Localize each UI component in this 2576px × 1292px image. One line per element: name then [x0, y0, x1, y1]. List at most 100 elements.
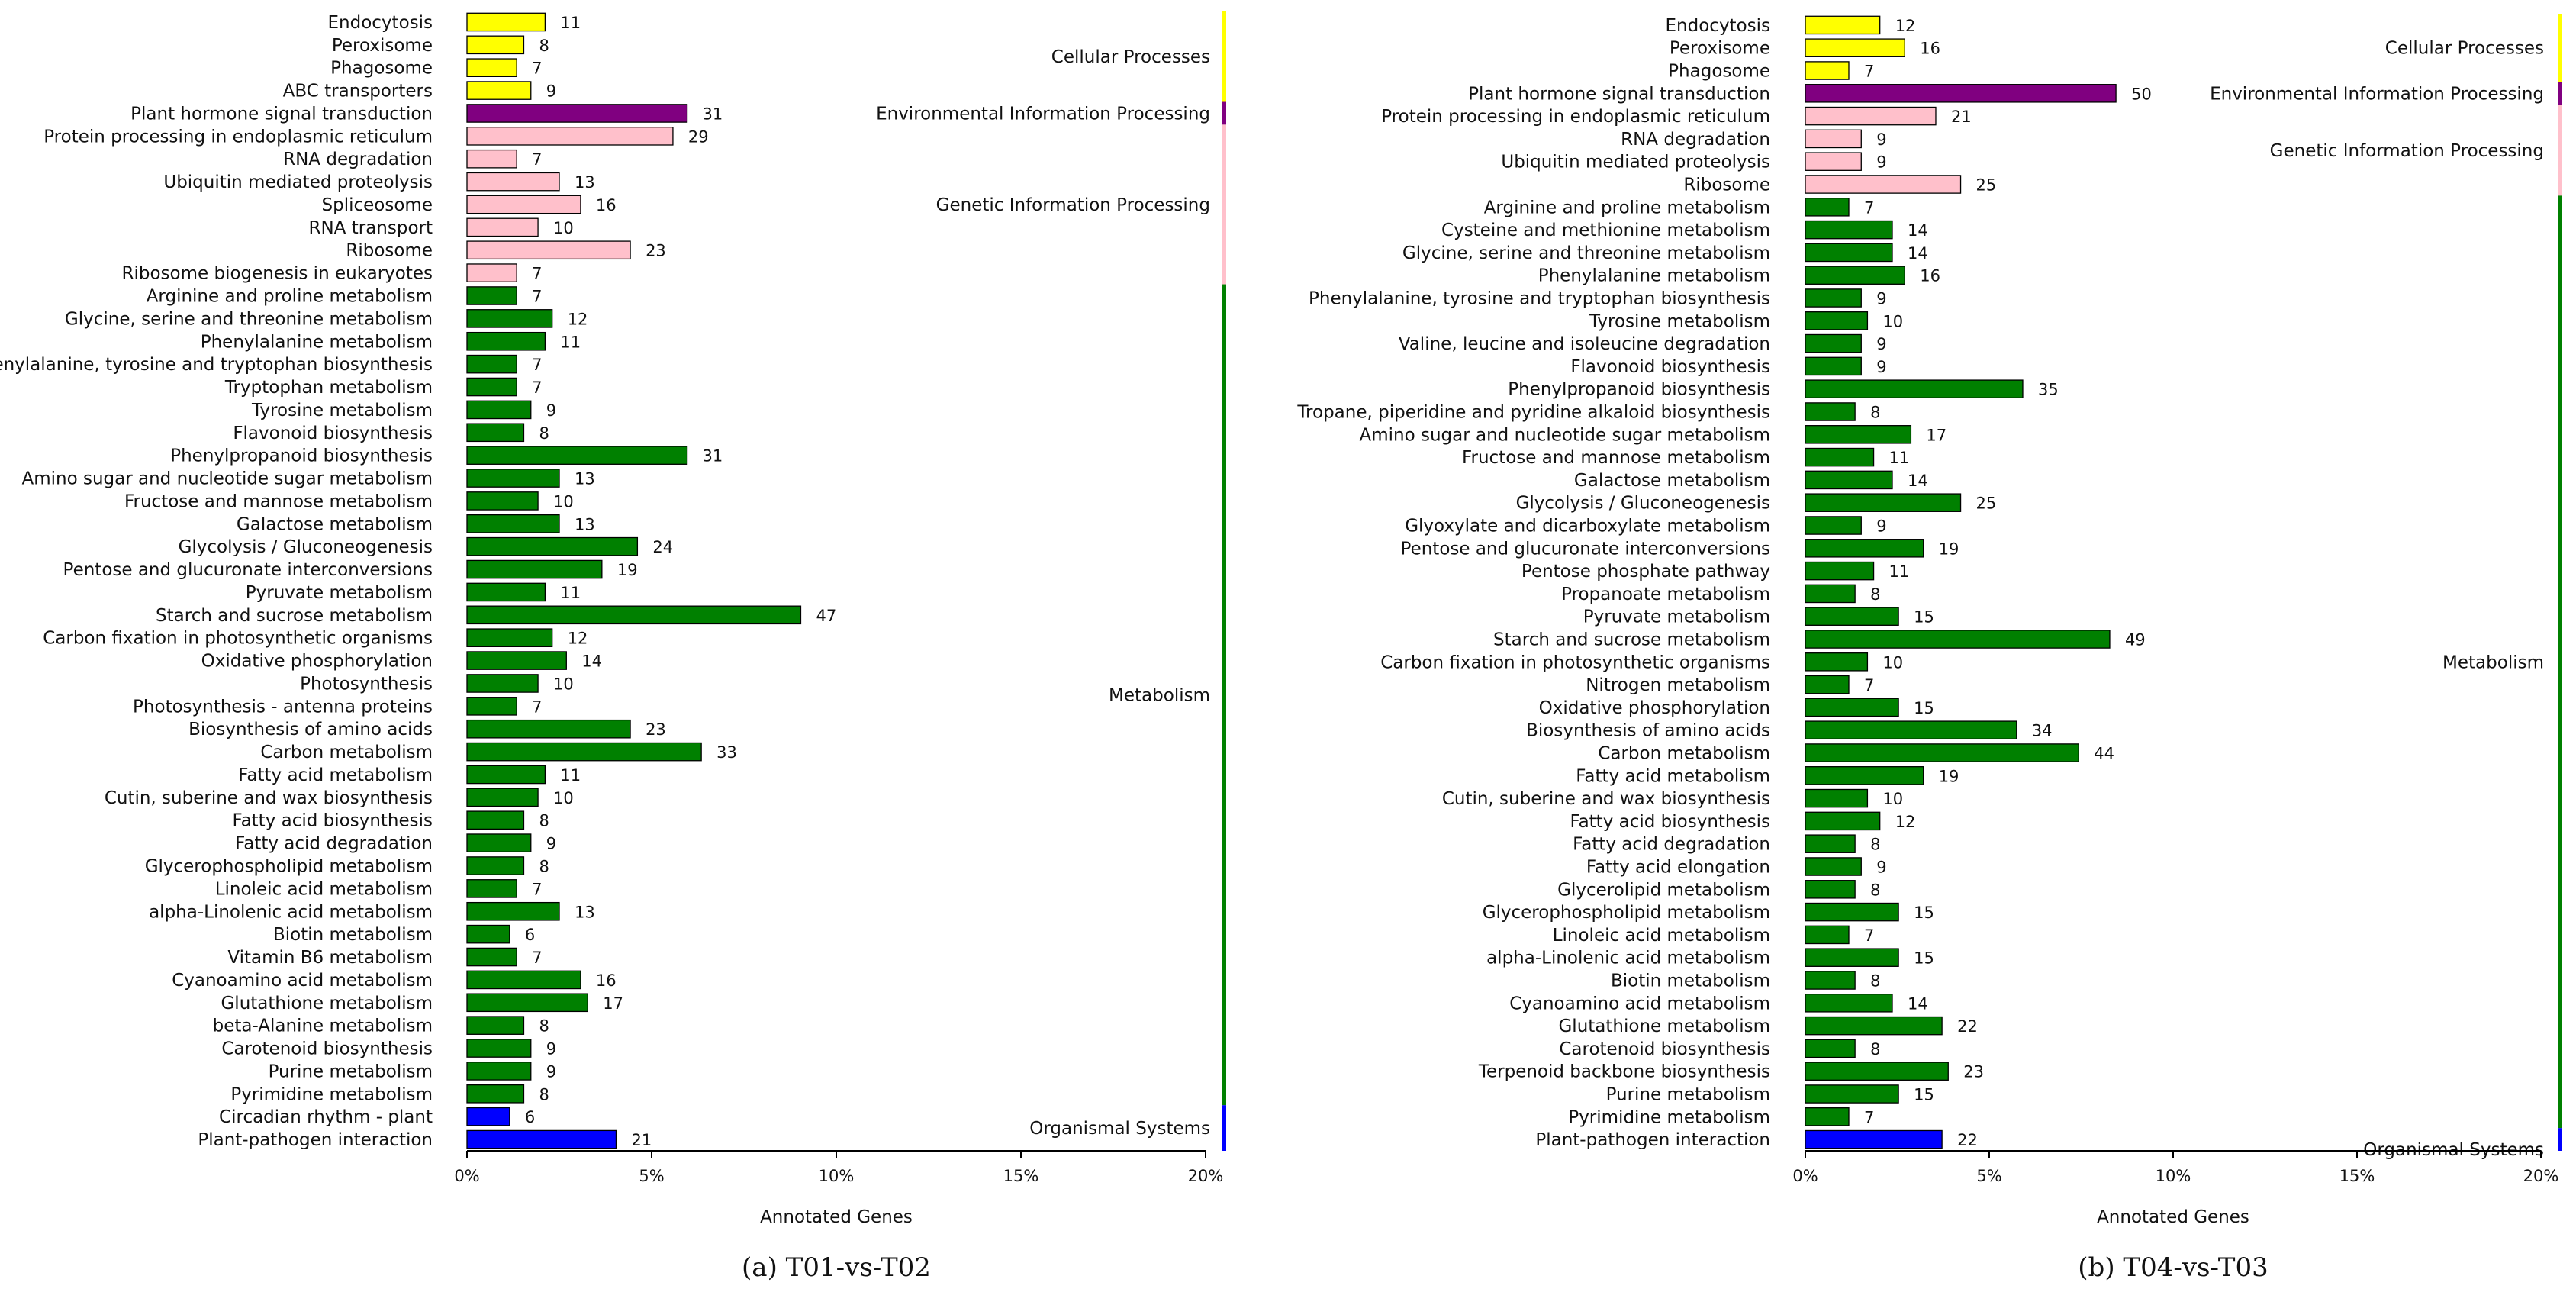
category-label-cyanoamino-acid-metabolism: Cyanoamino acid metabolism: [1509, 994, 1770, 1013]
bar-photosynthesis: [466, 674, 539, 693]
bar-protein-processing-in-endoplasmic-reticulum: [1805, 106, 1937, 126]
bar-glutathione-metabolism: [1805, 1016, 1943, 1036]
value-label-pentose-and-glucuronate-interconversions: 19: [1939, 540, 1959, 558]
category-label-fatty-acid-metabolism: Fatty acid metabolism: [238, 765, 433, 785]
bar-cutin-suberine-and-wax-biosynthesis: [466, 788, 539, 807]
bar-rna-transport: [466, 217, 539, 237]
value-label-arginine-and-proline-metabolism: 7: [532, 288, 542, 306]
bar-phagosome: [466, 58, 517, 78]
category-label-flavonoid-biosynthesis: Flavonoid biosynthesis: [1570, 357, 1770, 377]
value-label-purine-metabolism: 9: [546, 1062, 556, 1081]
value-label-fatty-acid-biosynthesis: 8: [539, 812, 549, 830]
value-label-cyanoamino-acid-metabolism: 16: [596, 971, 617, 990]
bar-phenylalanine-metabolism: [1805, 266, 1905, 285]
value-label-flavonoid-biosynthesis: 9: [1876, 358, 1886, 376]
category-label-carbon-metabolism: Carbon metabolism: [1598, 744, 1770, 764]
bar-cutin-suberine-and-wax-biosynthesis: [1805, 788, 1869, 808]
value-label-starch-and-sucrose-metabolism: 49: [2125, 631, 2146, 649]
bar-fructose-and-mannose-metabolism: [1805, 447, 1875, 467]
bar-ribosome-biogenesis-in-eukaryotes: [466, 263, 517, 282]
bar-flavonoid-biosynthesis: [1805, 356, 1862, 376]
value-label-carotenoid-biosynthesis: 8: [1870, 1040, 1880, 1058]
category-label-rna-degradation: RNA degradation: [283, 150, 433, 169]
group-label-organismal-systems: Organismal Systems: [1029, 1119, 1210, 1139]
bar-pyrimidine-metabolism: [1805, 1107, 1850, 1126]
group-bracket-organismal-systems: [1222, 1105, 1226, 1151]
bar-pyruvate-metabolism: [1805, 607, 1899, 626]
category-label-fructose-and-mannose-metabolism: Fructose and mannose metabolism: [124, 491, 433, 511]
category-label-pentose-and-glucuronate-interconversions: Pentose and glucuronate interconversions: [1401, 539, 1770, 559]
bar-linoleic-acid-metabolism: [1805, 925, 1850, 945]
category-label-photosynthesis: Photosynthesis: [300, 674, 433, 694]
category-label-biosynthesis-of-amino-acids: Biosynthesis of amino acids: [188, 720, 433, 739]
value-label-nitrogen-metabolism: 7: [1864, 676, 1874, 694]
category-label-cutin-suberine-and-wax-biosynthesis: Cutin, suberine and wax biosynthesis: [105, 788, 433, 808]
category-label-plant-pathogen-interaction: Plant-pathogen interaction: [1535, 1130, 1770, 1150]
value-label-glycolysis-gluconeogenesis: 24: [652, 538, 673, 556]
value-label-carbon-fixation-in-photosynthetic-organisms: 10: [1882, 653, 1903, 672]
bar-tryptophan-metabolism: [466, 377, 517, 397]
group-label-environmental-information-processing: Environmental Information Processing: [876, 104, 1210, 124]
category-label-rna-degradation: RNA degradation: [1621, 130, 1770, 150]
value-label-fatty-acid-degradation: 9: [546, 835, 556, 853]
category-label-glycine-serine-and-threonine-metabolism: Glycine, serine and threonine metabolism: [65, 309, 433, 329]
value-label-phenylpropanoid-biosynthesis: 31: [703, 447, 723, 466]
bar-phenylalanine-tyrosine-and-tryptophan-biosynthesis: [1805, 288, 1862, 308]
bar-pentose-phosphate-pathway: [1805, 561, 1875, 581]
x-tick-label: 0%: [454, 1167, 479, 1185]
bar-fatty-acid-elongation: [1805, 857, 1862, 876]
bar-purine-metabolism: [466, 1062, 532, 1081]
bar-alpha-linolenic-acid-metabolism: [466, 901, 560, 921]
value-label-starch-and-sucrose-metabolism: 47: [816, 607, 836, 625]
value-label-plant-hormone-signal-transduction: 50: [2131, 85, 2152, 103]
bar-linoleic-acid-metabolism: [466, 879, 517, 898]
value-label-biosynthesis-of-amino-acids: 23: [646, 720, 666, 739]
category-label-endocytosis: Endocytosis: [328, 13, 433, 33]
value-label-ribosome: 23: [646, 242, 666, 260]
chart-t04-vs-t03: 12 Endocytosis 16 Peroxisome 7 Phagosome 50 Pla…: [1296, 14, 2562, 1283]
value-label-phenylpropanoid-biosynthesis: 35: [2038, 381, 2059, 399]
group-label-genetic-information-processing: Genetic Information Processing: [936, 195, 1210, 215]
x-tick-label: 5%: [639, 1167, 664, 1185]
bar-pyruvate-metabolism: [466, 582, 546, 602]
category-label-phenylpropanoid-biosynthesis: Phenylpropanoid biosynthesis: [1508, 380, 1770, 400]
bar-peroxisome: [466, 35, 525, 55]
category-label-fatty-acid-biosynthesis: Fatty acid biosynthesis: [232, 811, 433, 831]
category-label-spliceosome: Spliceosome: [322, 195, 433, 215]
value-label-ribosome-biogenesis-in-eukaryotes: 7: [532, 265, 542, 283]
bar-endocytosis: [1805, 15, 1881, 35]
category-label-tyrosine-metabolism: Tyrosine metabolism: [251, 401, 433, 420]
bar-circadian-rhythm-plant: [466, 1107, 510, 1126]
category-label-glutathione-metabolism: Glutathione metabolism: [221, 994, 433, 1013]
value-label-ubiquitin-mediated-proteolysis: 13: [575, 173, 595, 192]
bar-vitamin-b6-metabolism: [466, 947, 517, 967]
category-label-arginine-and-proline-metabolism: Arginine and proline metabolism: [147, 287, 433, 307]
category-label-pentose-phosphate-pathway: Pentose phosphate pathway: [1521, 562, 1770, 582]
category-label-pyrimidine-metabolism: Pyrimidine metabolism: [1568, 1107, 1770, 1127]
value-label-biotin-metabolism: 8: [1870, 972, 1880, 991]
bar-amino-sugar-and-nucleotide-sugar-metabolism: [466, 469, 560, 488]
bar-photosynthesis-antenna-proteins: [466, 697, 517, 716]
bar-ubiquitin-mediated-proteolysis: [1805, 152, 1862, 171]
bar-fatty-acid-degradation: [466, 833, 532, 852]
bar-glycine-serine-and-threonine-metabolism: [466, 309, 553, 328]
category-label-pyrimidine-metabolism: Pyrimidine metabolism: [230, 1084, 433, 1104]
value-label-photosynthesis: 10: [553, 675, 574, 693]
figure-caption: (a) T01-vs-T02: [742, 1252, 931, 1283]
value-label-biotin-metabolism: 6: [525, 926, 535, 944]
bar-spliceosome: [466, 195, 581, 214]
value-label-tropane-piperidine-and-pyridine-alkaloid-biosynthesis: 8: [1870, 404, 1880, 422]
group-label-cellular-processes: Cellular Processes: [1051, 47, 1210, 67]
value-label-rna-degradation: 7: [532, 150, 542, 169]
value-label-biosynthesis-of-amino-acids: 34: [2032, 722, 2053, 740]
bar-glycolysis-gluconeogenesis: [1805, 493, 1962, 512]
category-label-arginine-and-proline-metabolism: Arginine and proline metabolism: [1484, 198, 1770, 217]
bar-phagosome: [1805, 61, 1850, 80]
value-label-photosynthesis-antenna-proteins: 7: [532, 698, 542, 716]
group-label-cellular-processes: Cellular Processes: [2385, 39, 2544, 59]
category-label-glycolysis-gluconeogenesis: Glycolysis / Gluconeogenesis: [179, 537, 433, 557]
category-label-tropane-piperidine-and-pyridine-alkaloid-biosynthesis: Tropane, piperidine and pyridine alkaloi…: [1296, 403, 1770, 423]
value-label-glutathione-metabolism: 17: [603, 994, 623, 1013]
value-label-purine-metabolism: 15: [1914, 1086, 1934, 1104]
bar-fatty-acid-biosynthesis: [466, 810, 525, 830]
